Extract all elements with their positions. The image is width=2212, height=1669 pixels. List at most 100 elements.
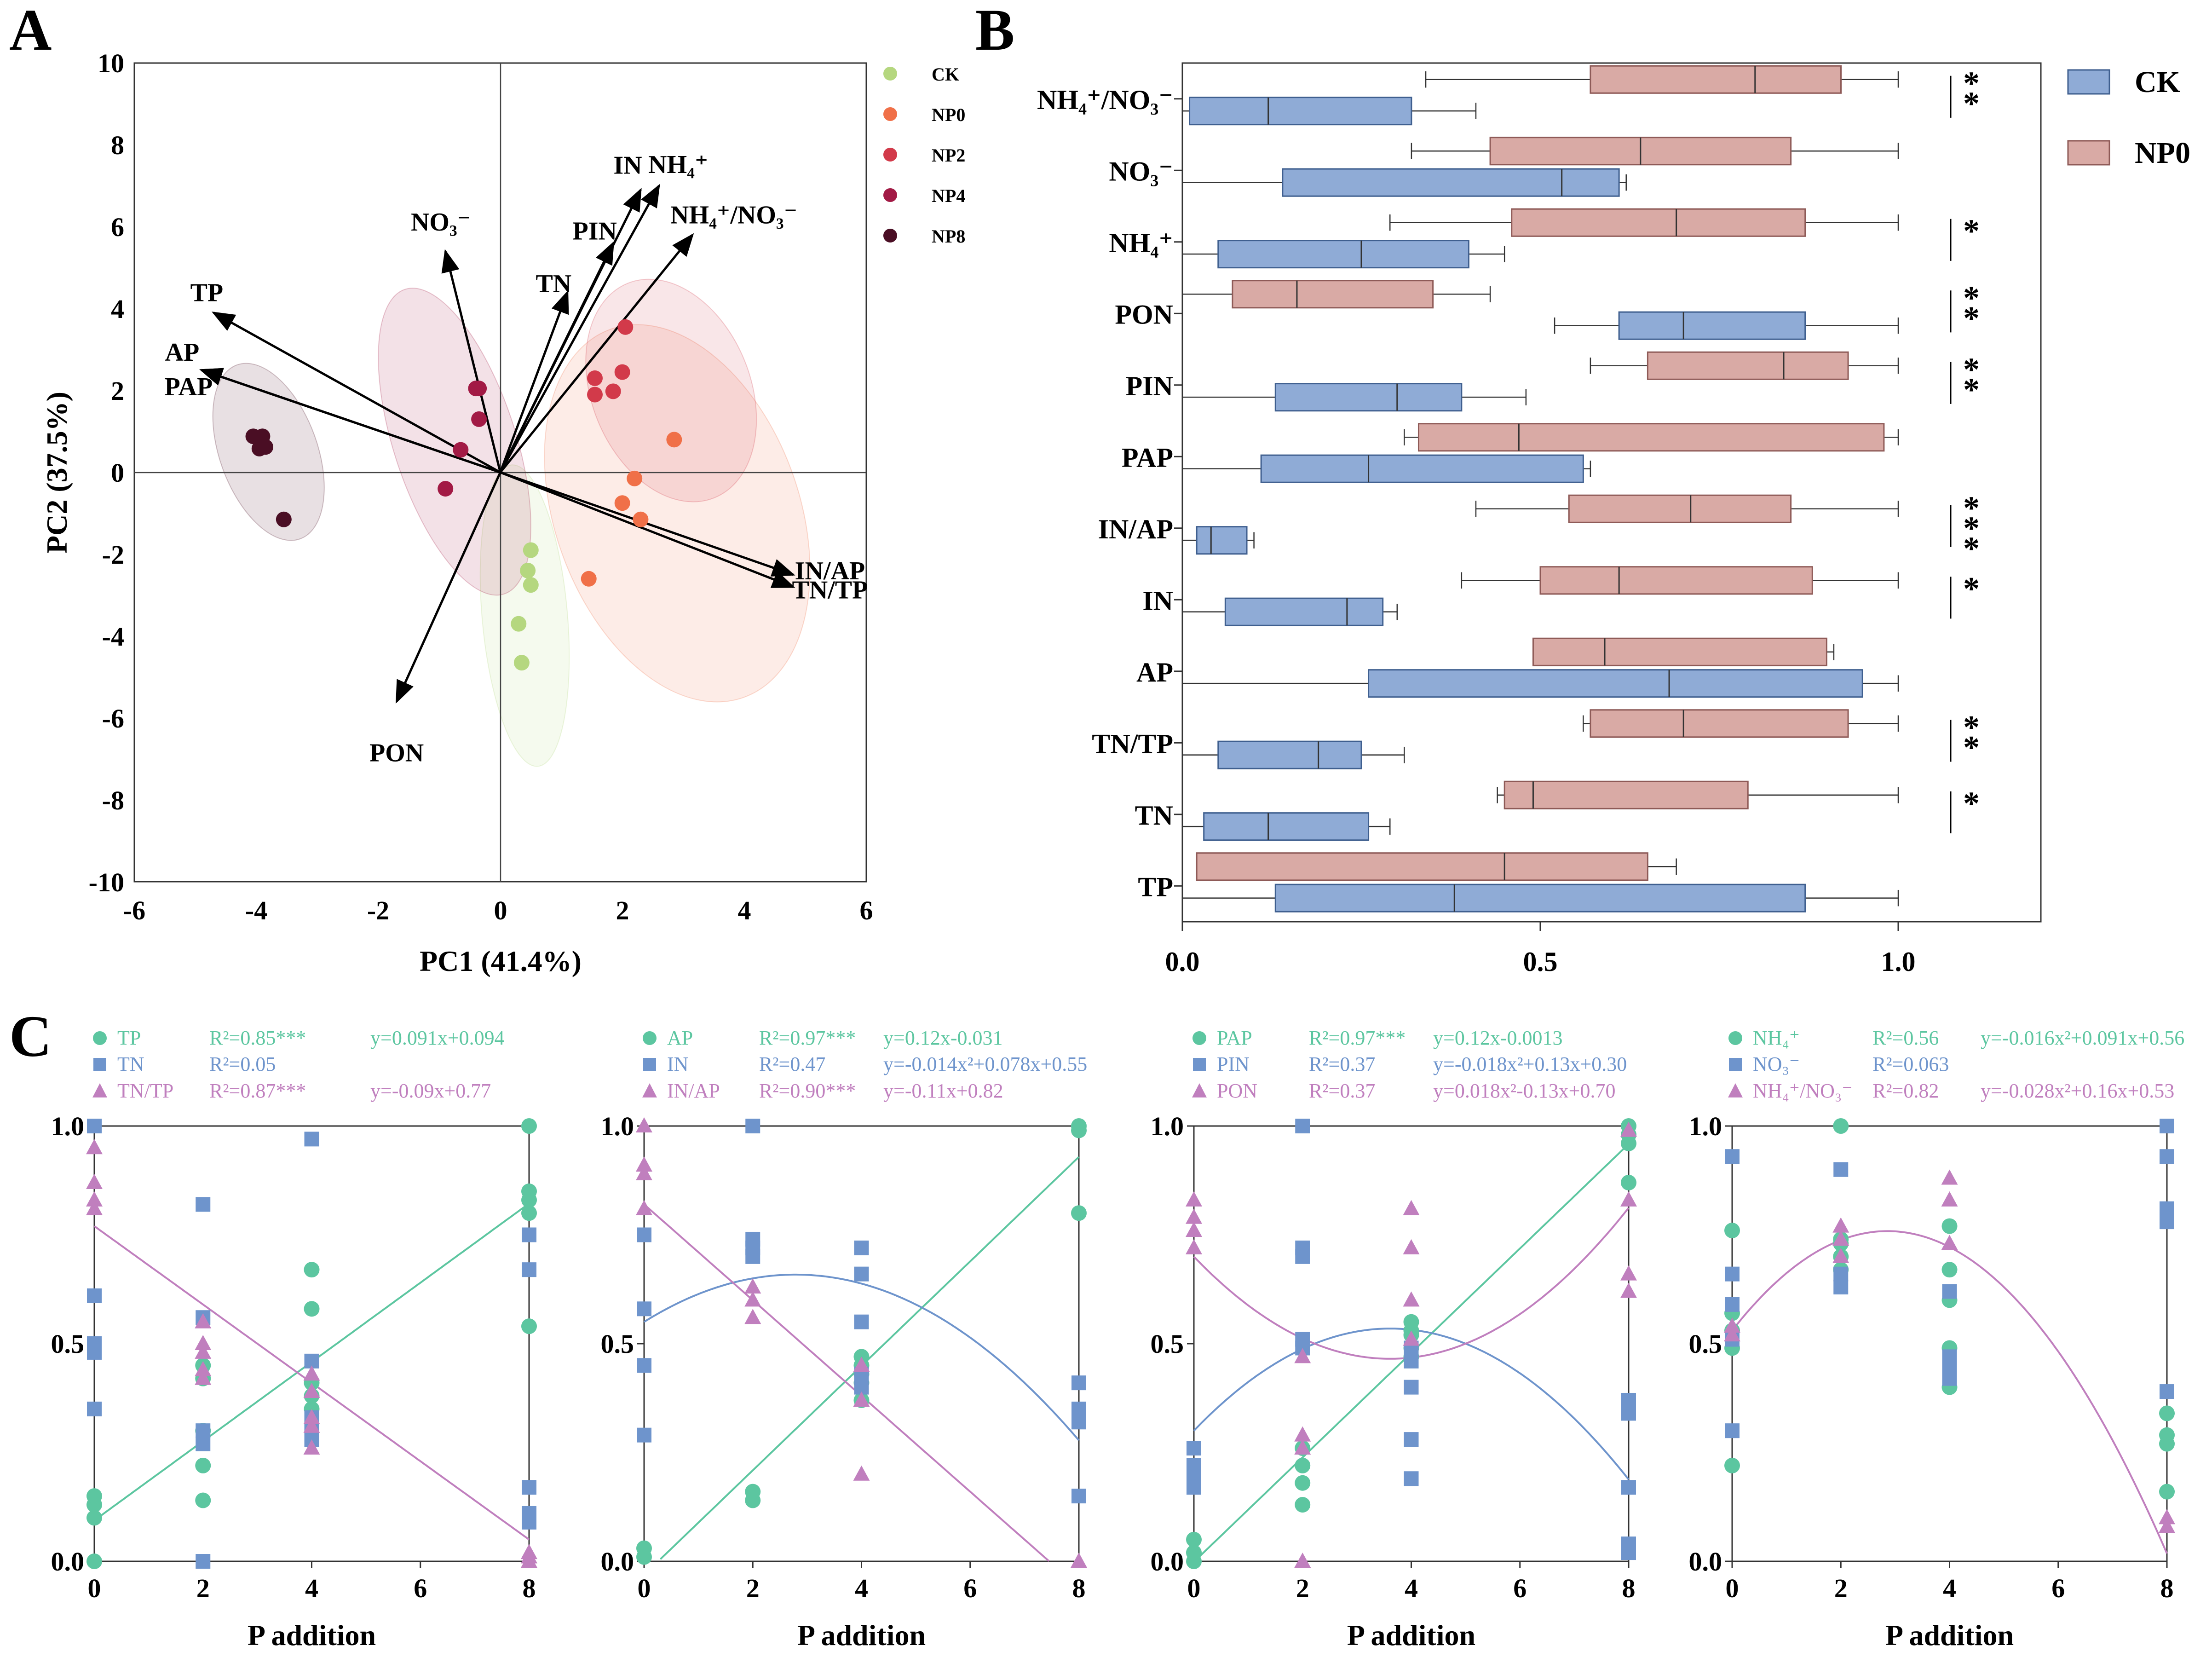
point-TN — [522, 1227, 536, 1242]
point-np0 — [666, 432, 682, 448]
xtick-label: 0 — [1187, 1573, 1201, 1603]
significance-star: * — [1963, 709, 1980, 745]
point-IN — [1071, 1415, 1086, 1430]
point-NH₄⁺ — [2159, 1436, 2175, 1452]
point-IN — [854, 1266, 869, 1282]
point-ck — [513, 655, 530, 671]
box-np0 — [1511, 208, 1806, 237]
point-NO₃⁻ — [2160, 1149, 2174, 1164]
point-PIN — [1404, 1432, 1419, 1447]
legend-marker-np0 — [883, 107, 897, 121]
loading-label: PAP — [164, 373, 213, 401]
category-label: NO₃⁻ — [1109, 156, 1173, 186]
box-panel: B NH₄⁺/NO₃⁻ NO₃⁻ NH₄⁺ PON PIN PAP IN/AP IN AP TN/… — [975, 0, 2190, 977]
significance-star: * — [1963, 351, 1980, 388]
point-PAP — [1621, 1174, 1636, 1190]
point-TN/TP — [195, 1335, 212, 1350]
point-PON — [1186, 1208, 1202, 1224]
significance-star: * — [1963, 85, 1980, 122]
significance-star: * — [1963, 213, 1980, 249]
point-np4 — [438, 481, 454, 497]
legend-label-ck: CK — [932, 64, 959, 85]
panel-label-b: B — [975, 0, 1014, 63]
legend-marker — [93, 1031, 107, 1045]
point-PIN — [1187, 1441, 1201, 1456]
point-NH₄⁺/NO₃⁻ — [2159, 1518, 2175, 1533]
point-IN — [637, 1301, 651, 1317]
point-PIN — [1621, 1406, 1636, 1421]
loading-label: NH₄⁺ — [648, 150, 708, 179]
subplot-frame — [93, 1125, 530, 1562]
point-IN/AP — [636, 1200, 652, 1215]
point-TN — [87, 1288, 102, 1303]
legend-marker-np2 — [883, 148, 897, 162]
xtick-label: 2 — [1296, 1573, 1309, 1603]
loading-label: TP — [190, 279, 224, 307]
box-ck — [1618, 311, 1806, 340]
point-np8 — [258, 439, 274, 455]
point-TP — [304, 1262, 320, 1278]
box-np0 — [1503, 780, 1749, 809]
loading-arrow — [499, 233, 694, 474]
legend-marker — [1728, 1031, 1742, 1045]
loading-arrow — [499, 184, 660, 473]
legend-r2: R²=0.37 — [1309, 1080, 1375, 1102]
point-IN/AP — [853, 1465, 870, 1481]
significance-star: * — [1963, 490, 1980, 526]
pca-xtick: 2 — [616, 895, 629, 925]
pca-xtick: -2 — [367, 895, 389, 925]
regression-subplot: 1.0 0.5 0.00 2 4 6 8 P addition NH₄⁺ R²=0.56 y=-0.… — [1689, 1027, 2185, 1652]
legend-marker — [1729, 1058, 1742, 1071]
panel-label-a: A — [9, 0, 52, 63]
legend-r2: R²=0.97*** — [1309, 1027, 1406, 1049]
point-np2 — [605, 383, 621, 399]
point-TN/TP — [303, 1365, 320, 1381]
pca-ytick: -8 — [102, 785, 124, 815]
point-NH₄⁺/NO₃⁻ — [1832, 1247, 1849, 1263]
box-plot-frame — [1181, 62, 2042, 923]
legend-series-name: NO₃⁻ — [1753, 1053, 1800, 1075]
legend-label-np4: NP4 — [932, 185, 965, 206]
point-NO₃⁻ — [1833, 1162, 1849, 1177]
legend-equation: y=-0.016x²+0.091x+0.56 — [1981, 1027, 2184, 1049]
xtick-label: 4 — [855, 1573, 868, 1603]
xtick-label: 0 — [88, 1573, 101, 1603]
box-ck — [1196, 526, 1248, 555]
loading-arrow — [500, 471, 795, 588]
box-np0 — [1196, 852, 1648, 881]
point-TN/TP — [195, 1343, 212, 1359]
point-NO₃⁻ — [2160, 1214, 2174, 1230]
legend-r2: R²=0.47 — [759, 1053, 825, 1075]
ellipse-np2 — [585, 278, 757, 502]
legend-marker — [643, 1058, 656, 1071]
legend-r2: R²=0.05 — [209, 1053, 276, 1075]
point-TN/TP — [303, 1417, 320, 1433]
point-TN — [196, 1436, 211, 1451]
pca-ytick: 8 — [111, 130, 124, 160]
point-np0 — [581, 571, 597, 587]
significance-star: * — [1963, 371, 1980, 408]
point-IN/AP — [636, 1117, 652, 1132]
category-label: TN — [1135, 800, 1173, 831]
fit-line-IN — [643, 1273, 1080, 1441]
point-PIN — [1621, 1480, 1636, 1495]
point-TP — [86, 1488, 102, 1504]
point-TN/TP — [195, 1369, 212, 1385]
box-np0 — [1568, 494, 1792, 523]
point-PON — [1403, 1291, 1420, 1307]
point-PON — [1294, 1439, 1311, 1455]
significance-star: * — [1963, 570, 1980, 607]
box-ck — [1274, 884, 1806, 912]
legend-r2: R²=0.82 — [1872, 1080, 1939, 1102]
point-PON — [1186, 1222, 1202, 1237]
point-IN — [745, 1119, 760, 1133]
xaxis-label: P addition — [797, 1619, 926, 1652]
pca-ytick: -6 — [102, 704, 124, 733]
point-TN/TP — [303, 1383, 320, 1398]
xtick-label: 4 — [305, 1573, 318, 1603]
point-np2 — [617, 319, 634, 335]
ytick-label: 1.0 — [51, 1111, 85, 1141]
legend-label-np2: NP2 — [932, 145, 965, 166]
point-TN — [87, 1401, 102, 1416]
